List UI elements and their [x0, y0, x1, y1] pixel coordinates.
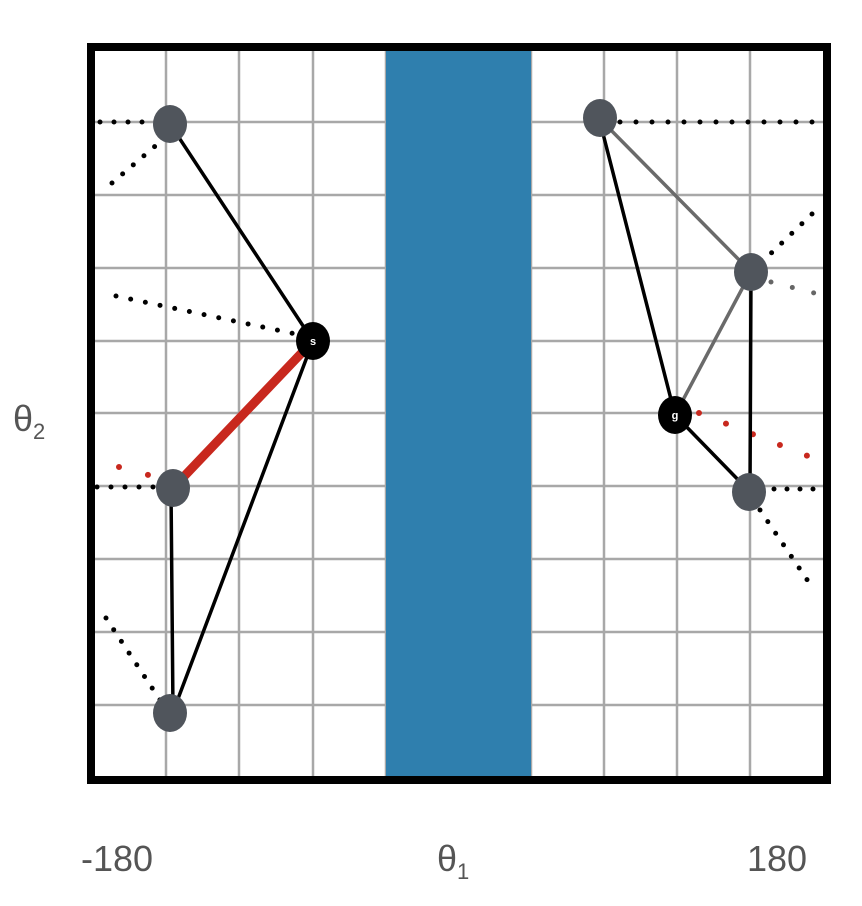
goal-node-label: g [672, 410, 679, 422]
obstacle-region [386, 50, 531, 777]
x-tick-right: 180 [747, 838, 808, 879]
highlighted-path-edge [168, 336, 318, 493]
node [156, 469, 190, 507]
node [153, 694, 187, 732]
graph-nodes [153, 99, 768, 732]
node [734, 253, 768, 291]
x-axis-label: θ1 [437, 838, 470, 885]
y-axis-label: θ2 [13, 398, 46, 445]
goal-node [658, 396, 692, 434]
node [583, 99, 617, 137]
start-node-label: s [310, 336, 316, 348]
node [732, 473, 766, 511]
node [153, 105, 187, 143]
x-tick-left: -180 [81, 838, 154, 879]
graph-edges [168, 116, 753, 714]
start-node [296, 322, 330, 360]
plot-frame [87, 43, 831, 784]
